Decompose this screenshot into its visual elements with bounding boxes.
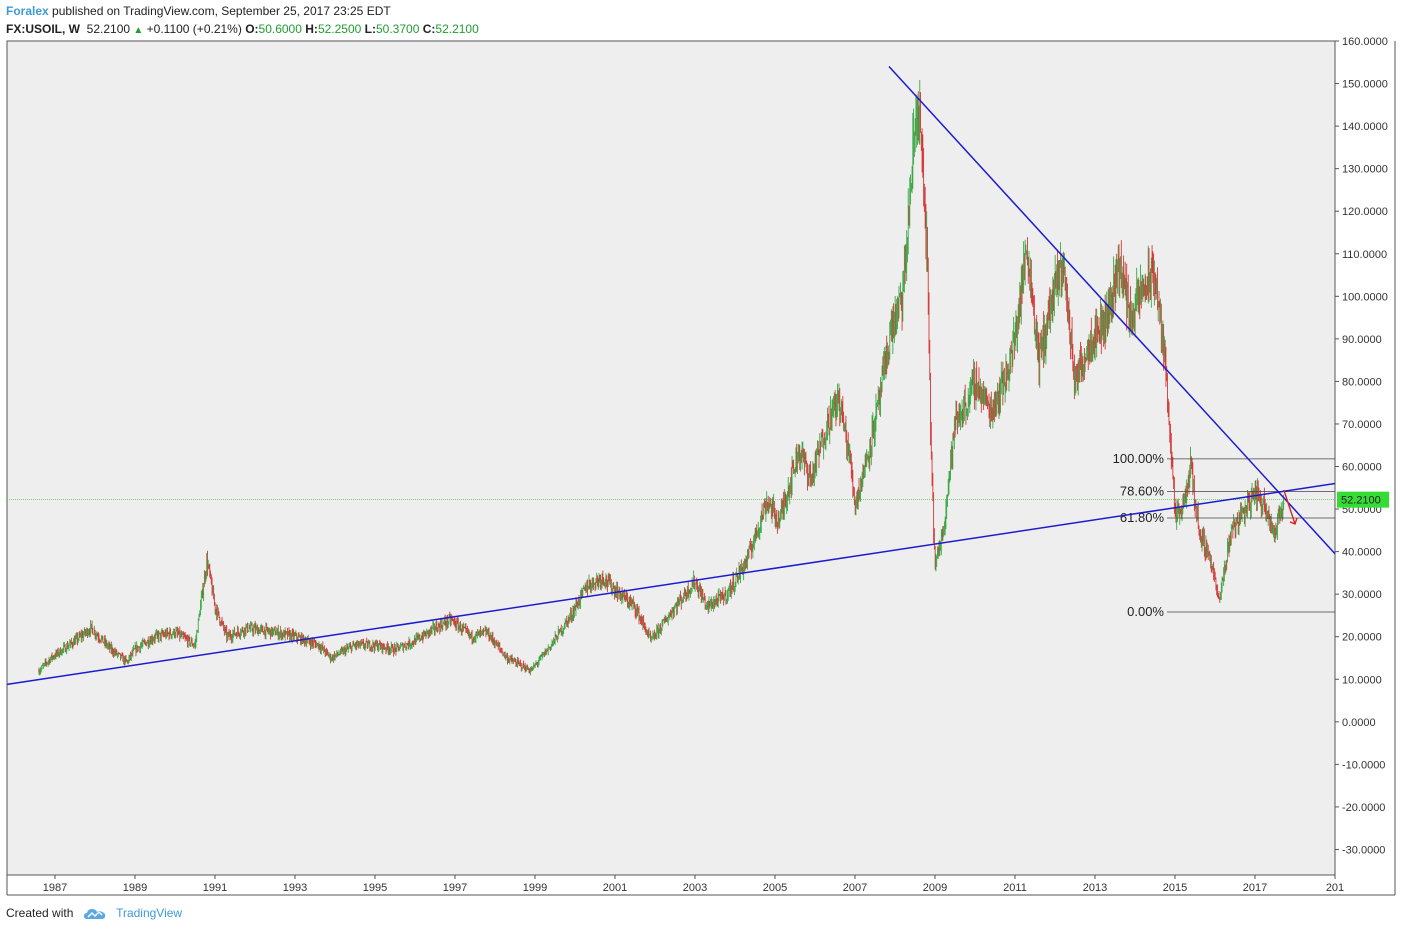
y-tick-label: 40.0000	[1342, 547, 1382, 559]
y-tick-label: 70.0000	[1342, 419, 1382, 431]
y-tick-label: 100.0000	[1342, 291, 1388, 303]
symbol-label[interactable]: FX:USOIL, W	[6, 22, 80, 36]
y-tick-label: 140.0000	[1342, 121, 1388, 133]
y-tick-label: -20.0000	[1342, 802, 1385, 814]
x-tick-label: 2017	[1243, 882, 1267, 894]
x-tick-label: 2003	[683, 882, 707, 894]
created-with-text: Created with	[6, 906, 74, 920]
author-link[interactable]: Foralex	[6, 4, 49, 18]
current-price-badge-label: 52.2100	[1341, 495, 1381, 507]
projection-arrow-shaft	[1283, 489, 1296, 525]
close-label: C:	[422, 22, 436, 36]
y-tick-label: 30.0000	[1342, 589, 1382, 601]
y-tick-label: 10.0000	[1342, 674, 1382, 686]
fib-level-label: 78.60%	[1120, 484, 1165, 499]
y-tick-label: 110.0000	[1342, 249, 1387, 261]
tradingview-brand-link[interactable]: TradingView	[116, 906, 183, 920]
x-tick-label: 2009	[923, 882, 947, 894]
y-tick-label: -10.0000	[1342, 759, 1385, 771]
x-tick-label: 2011	[1003, 882, 1027, 894]
x-tick-label: 1989	[123, 882, 147, 894]
projection-arrow-head	[1289, 517, 1298, 525]
chart-header-ohlc: FX:USOIL, W 52.2100 ▲ +0.1100 (+0.21%) O…	[6, 22, 479, 36]
x-tick-label: 1993	[283, 882, 307, 894]
x-tick-label: 1991	[203, 882, 227, 894]
x-tick-label: 2001	[603, 882, 627, 894]
y-tick-label: 90.0000	[1342, 334, 1382, 346]
y-tick-label: 0.0000	[1342, 717, 1376, 729]
up-arrow-icon: ▲	[133, 25, 144, 36]
low-value: 50.3700	[376, 22, 420, 36]
y-tick-label: 130.0000	[1342, 164, 1388, 176]
last-price: 52.2100	[86, 22, 131, 36]
open-label: O:	[245, 22, 259, 36]
published-text: published on TradingView.com, September …	[52, 4, 391, 18]
fib-level-label: 100.00%	[1113, 451, 1165, 466]
tradingview-cloud-icon	[83, 908, 105, 919]
y-tick-label: 60.0000	[1342, 462, 1382, 474]
trendline-support[interactable]	[6, 482, 1336, 686]
open-value: 50.6000	[258, 22, 302, 36]
x-tick-label: 1997	[443, 882, 467, 894]
plot-area[interactable]	[6, 40, 1336, 876]
fib-level-label: 0.00%	[1127, 604, 1164, 619]
low-label: L:	[364, 22, 376, 36]
x-tick-label: 201	[1326, 882, 1344, 894]
high-value: 52.2500	[317, 22, 362, 36]
y-tick-label: -30.0000	[1342, 844, 1385, 856]
x-tick-label: 1995	[363, 882, 387, 894]
price-change: +0.1100 (+0.21%)	[146, 22, 242, 36]
chart-header-publisher: Foralex published on TradingView.com, Se…	[6, 4, 391, 18]
current-price-badge	[1337, 491, 1389, 508]
x-tick-label: 2007	[843, 882, 867, 894]
x-tick-label: 2015	[1163, 882, 1187, 894]
x-tick-label: 1987	[43, 882, 67, 894]
x-tick-label: 1999	[523, 882, 547, 894]
high-label: H:	[305, 22, 318, 36]
close-value: 52.2100	[435, 22, 479, 36]
y-tick-label: 80.0000	[1342, 376, 1382, 388]
footer: Created with TradingView	[6, 906, 182, 921]
x-tick-label: 2013	[1083, 882, 1107, 894]
trendline-resistance[interactable]	[888, 66, 1336, 555]
y-tick-label: 150.0000	[1342, 79, 1388, 91]
y-tick-label: 20.0000	[1342, 632, 1382, 644]
x-tick-label: 2005	[763, 882, 787, 894]
y-tick-label: 160.0000	[1342, 36, 1388, 48]
y-tick-label: 120.0000	[1342, 206, 1388, 218]
